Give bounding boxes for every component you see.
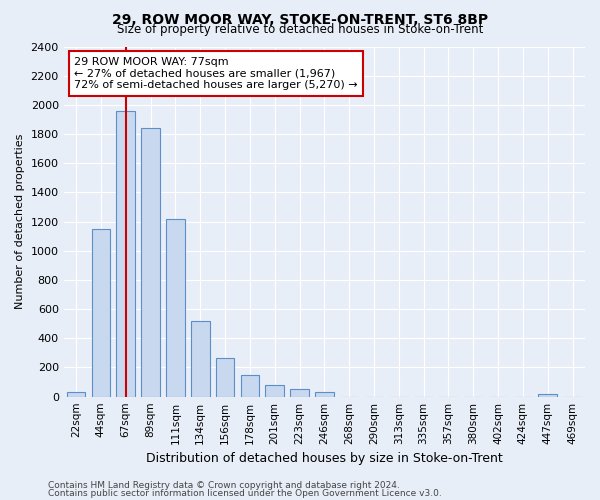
Bar: [67, 392, 85, 396]
Bar: [141, 128, 160, 396]
Bar: [315, 392, 334, 396]
Bar: [265, 385, 284, 396]
Text: 29 ROW MOOR WAY: 77sqm
← 27% of detached houses are smaller (1,967)
72% of semi-: 29 ROW MOOR WAY: 77sqm ← 27% of detached…: [74, 57, 358, 90]
Bar: [538, 394, 557, 396]
Bar: [216, 358, 235, 397]
Y-axis label: Number of detached properties: Number of detached properties: [15, 134, 25, 310]
Bar: [166, 218, 185, 396]
X-axis label: Distribution of detached houses by size in Stoke-on-Trent: Distribution of detached houses by size …: [146, 452, 503, 465]
Bar: [191, 321, 209, 396]
Text: Contains HM Land Registry data © Crown copyright and database right 2024.: Contains HM Land Registry data © Crown c…: [48, 480, 400, 490]
Bar: [116, 110, 135, 397]
Bar: [241, 375, 259, 396]
Text: 29, ROW MOOR WAY, STOKE-ON-TRENT, ST6 8BP: 29, ROW MOOR WAY, STOKE-ON-TRENT, ST6 8B…: [112, 12, 488, 26]
Text: Contains public sector information licensed under the Open Government Licence v3: Contains public sector information licen…: [48, 489, 442, 498]
Bar: [92, 229, 110, 396]
Text: Size of property relative to detached houses in Stoke-on-Trent: Size of property relative to detached ho…: [117, 22, 483, 36]
Bar: [290, 390, 309, 396]
